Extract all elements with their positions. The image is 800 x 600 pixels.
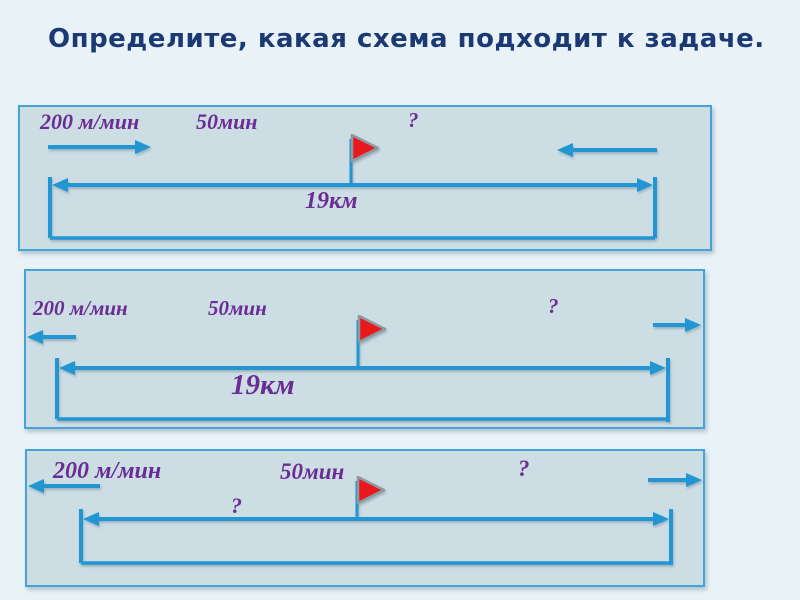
scheme-option-2[interactable]: 200 м/мин 50мин ? 19км [24, 269, 705, 429]
away-arrow-right-icon [653, 318, 701, 332]
scheme-option-3[interactable]: 200 м/мин 50мин ? ? [25, 449, 705, 587]
scheme-1-graphics [48, 133, 657, 240]
speed-arrow-right-icon [48, 140, 151, 154]
start-flag-icon [356, 314, 387, 368]
distance-bracket [48, 177, 657, 240]
distance-bracket [55, 358, 670, 422]
slide-title: Определите, какая схема подходит к задач… [48, 24, 765, 54]
speed-arrow-left-icon [27, 330, 76, 344]
distance-label: 19км [305, 188, 358, 214]
question-label: ? [548, 294, 559, 318]
start-flag-icon [355, 475, 386, 519]
meeting-flag-icon [349, 133, 380, 185]
question-label: ? [518, 456, 530, 481]
scheme-2-graphics [27, 314, 701, 422]
question-label: ? [408, 108, 419, 132]
scheme-3-graphics [28, 473, 702, 565]
speed-label: 200 м/мин [40, 109, 140, 134]
time-label: 50мин [280, 459, 345, 484]
approach-arrow-left-icon [557, 143, 657, 157]
time-label: 50мин [208, 296, 267, 320]
distance-bracket [79, 509, 673, 565]
distance-label: 19км [231, 369, 295, 401]
scheme-option-1[interactable]: 200 м/мин 50мин ? 19км [18, 105, 712, 251]
distance-question-label: ? [231, 493, 242, 518]
speed-arrow-left-icon [28, 479, 100, 493]
speed-label: 200 м/мин [33, 296, 128, 320]
time-label: 50мин [196, 109, 258, 134]
away-arrow-right-icon [648, 473, 702, 487]
speed-label: 200 м/мин [53, 458, 162, 484]
